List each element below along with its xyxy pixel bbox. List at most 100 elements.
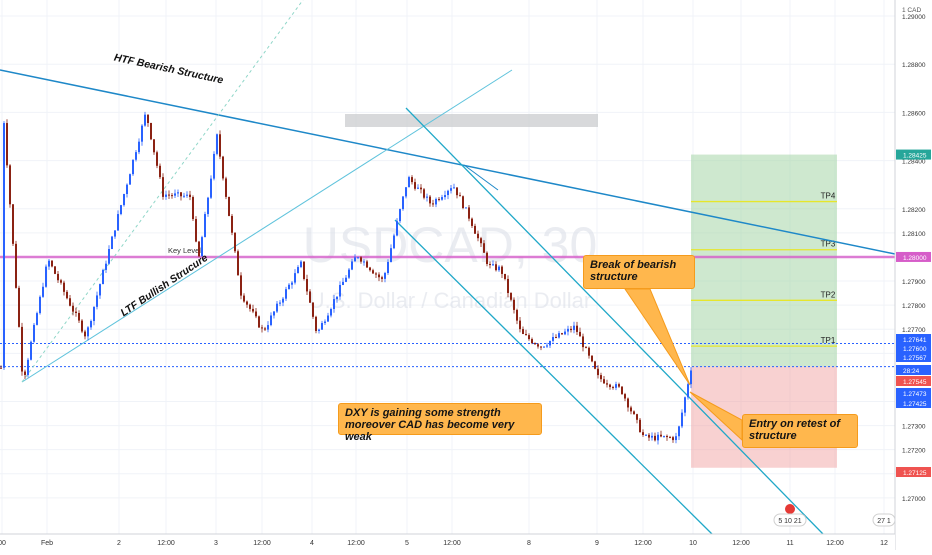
candle-body: [132, 159, 134, 175]
ltf-structure-label: LTF Bullish Strucure: [118, 252, 210, 319]
candle: [555, 334, 557, 339]
candle-body: [396, 221, 398, 236]
candle: [96, 291, 98, 310]
candle: [456, 187, 458, 199]
candle: [654, 432, 656, 442]
candle: [669, 435, 671, 439]
candle: [57, 270, 59, 284]
candle: [183, 192, 185, 198]
candle-body: [519, 320, 521, 330]
candle-body: [480, 238, 482, 244]
candle: [489, 261, 491, 269]
target-label-tp1: TP1: [821, 336, 836, 345]
price-label-bg: [896, 376, 931, 386]
candle: [405, 187, 407, 199]
candle-body: [558, 333, 560, 338]
candle-body: [447, 190, 449, 196]
candle: [177, 189, 179, 198]
candle: [492, 260, 494, 267]
time-tick-label: 00: [0, 540, 6, 547]
candle-body: [231, 215, 233, 233]
candle-body: [342, 281, 344, 285]
candle-body: [201, 237, 203, 257]
price-tick-label: 1.28200: [902, 207, 926, 214]
candle-body: [609, 384, 611, 388]
time-tick-label: 12:00: [732, 540, 750, 547]
candle: [396, 218, 398, 237]
candle-body: [372, 270, 374, 274]
candle-body: [189, 194, 191, 198]
candle: [414, 178, 416, 191]
candle-body: [540, 346, 542, 348]
price-label-bg: [896, 388, 931, 398]
candle-body: [294, 273, 296, 283]
candle-body: [498, 266, 500, 271]
candle-body: [603, 379, 605, 384]
candle-body: [369, 267, 371, 271]
candle: [690, 367, 692, 389]
candle: [261, 324, 263, 333]
candle: [360, 256, 362, 264]
candle: [579, 327, 581, 337]
htf-structure-label: HTF Bearish Structure: [113, 52, 225, 87]
candle-body: [531, 339, 533, 344]
candle-body: [672, 437, 674, 441]
candle: [219, 130, 221, 160]
time-tick-label: 11: [786, 540, 793, 547]
candle-body: [255, 311, 257, 317]
candle: [558, 330, 560, 339]
candle-body: [114, 230, 116, 237]
candle: [198, 240, 200, 258]
candle: [291, 280, 293, 289]
candle: [618, 382, 620, 388]
candle: [651, 432, 653, 441]
candle: [681, 409, 683, 429]
candle: [411, 175, 413, 185]
candle: [507, 275, 509, 298]
event-badge: [773, 513, 807, 527]
candle-body: [234, 232, 236, 252]
candle: [390, 244, 392, 263]
candle: [372, 268, 374, 274]
candle: [369, 266, 371, 272]
channel-lower: [394, 219, 713, 535]
candle: [318, 328, 320, 334]
candle-body: [177, 192, 179, 194]
event-badge-right-text: 27 1: [877, 518, 891, 525]
supply-zone: [345, 114, 598, 127]
htf-trendline: [0, 69, 896, 255]
candle-body: [492, 264, 494, 266]
candle: [285, 286, 287, 301]
candle: [417, 184, 419, 190]
candle-body: [663, 435, 665, 437]
candle-body: [606, 383, 608, 385]
candle: [363, 259, 365, 266]
candle: [276, 301, 278, 313]
candle: [687, 381, 689, 400]
candle-body: [315, 316, 317, 331]
candle: [627, 397, 629, 412]
target-label-tp4: TP4: [821, 192, 836, 201]
candle-body: [33, 324, 35, 342]
candle: [246, 300, 248, 308]
callout-pointer-break: [624, 288, 691, 386]
candle: [573, 321, 575, 334]
candle: [561, 332, 563, 335]
candle: [582, 333, 584, 352]
candle: [498, 265, 500, 272]
candle-body: [96, 295, 98, 307]
candle: [87, 326, 89, 341]
candle: [591, 355, 593, 363]
candle: [501, 265, 503, 278]
candle: [6, 119, 8, 168]
candle-body: [72, 305, 74, 312]
candle: [408, 175, 410, 188]
price-label-bg: [896, 352, 931, 362]
candle: [12, 203, 14, 247]
candle-body: [162, 177, 164, 197]
candle-body: [288, 284, 290, 290]
candle-body: [321, 323, 323, 330]
candle-body: [273, 311, 275, 316]
